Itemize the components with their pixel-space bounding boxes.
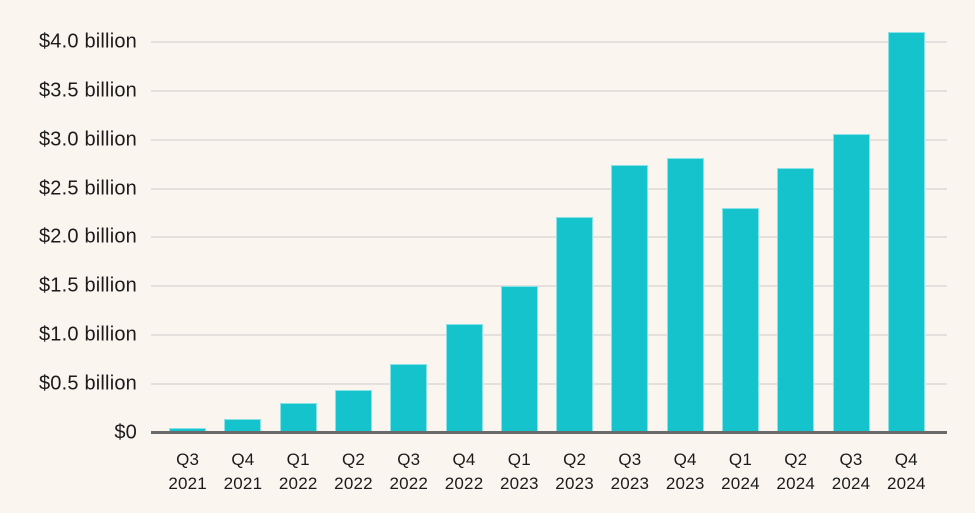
bar-q3-2024 (832, 134, 870, 432)
quarter-line: Q3 (176, 450, 200, 469)
bar-q2-2024 (777, 168, 815, 432)
bar-slot (326, 0, 381, 432)
year-line: 2022 (444, 474, 484, 493)
year-line: 2021 (168, 474, 207, 493)
y-axis-tick-label: $3.0 billion (38, 128, 137, 151)
bar-slot (436, 0, 491, 432)
y-axis-tick-label: $0 (114, 421, 137, 443)
bar-q1-2022 (279, 403, 317, 432)
year-line: 2023 (500, 474, 539, 493)
quarter-line: Q2 (563, 450, 587, 469)
bar-slot (658, 0, 713, 432)
gridline-2.0 (151, 236, 947, 239)
y-axis-tick-label: $2.0 billion (38, 225, 137, 248)
bar-q1-2024 (721, 208, 759, 432)
bar-slot (381, 0, 436, 432)
bar-q3-2023 (611, 165, 649, 432)
quarter-line: Q2 (341, 450, 366, 469)
bar-slot (215, 0, 270, 432)
bar-q4-2024 (887, 32, 925, 432)
bar-q4-2023 (666, 158, 704, 432)
y-axis-tick-label: $2.5 billion (38, 177, 137, 199)
bar-slot (768, 0, 823, 432)
bar-q4-2021 (224, 419, 262, 432)
bar-slot (823, 0, 878, 432)
x-axis-label-q4-2023: Q4 2023 (658, 448, 713, 496)
bar-slot (713, 0, 768, 432)
year-line: 2024 (831, 474, 871, 493)
x-axis-label-q4-2024: Q4 2024 (879, 448, 934, 496)
quarter-line: Q1 (286, 450, 310, 469)
year-line: 2023 (665, 474, 705, 493)
y-axis-tick-label: $1.0 billion (38, 323, 137, 346)
year-line: 2022 (389, 474, 429, 493)
quarter-line: Q4 (452, 450, 476, 469)
quarter-line: Q3 (397, 450, 421, 469)
x-axis-label-q3-2021: Q3 2021 (160, 448, 215, 496)
year-line: 2023 (555, 474, 594, 493)
bar-q3-2021 (169, 428, 207, 432)
year-line: 2021 (223, 474, 263, 493)
bar-q2-2022 (334, 390, 372, 432)
year-line: 2022 (334, 474, 373, 493)
x-axis-label-q2-2023: Q2 2023 (547, 448, 602, 496)
x-axis-label-q3-2023: Q3 2023 (602, 448, 657, 496)
bars-layer (160, 0, 934, 432)
year-line: 2024 (776, 474, 816, 493)
bar-slot (879, 0, 934, 432)
quarter-line: Q2 (784, 450, 808, 469)
quarter-line: Q3 (618, 450, 642, 469)
bar-slot (160, 0, 215, 432)
bar-q3-2022 (390, 364, 428, 432)
bar-slot (547, 0, 602, 432)
quarter-line: Q1 (728, 450, 752, 469)
x-axis-label-q1-2024: Q1 2024 (713, 448, 768, 496)
x-axis-label-q3-2022: Q3 2022 (381, 448, 436, 496)
quarter-line: Q4 (231, 450, 255, 469)
x-axis-label-q1-2023: Q1 2023 (492, 448, 547, 496)
gridline-3.0 (151, 138, 947, 141)
year-line: 2022 (278, 474, 318, 493)
x-axis-label-q4-2022: Q4 2022 (436, 448, 491, 496)
quarter-line: Q1 (507, 450, 531, 469)
bar-slot (492, 0, 547, 432)
y-axis-tick-label: $4.0 billion (38, 30, 137, 53)
bar-slot (271, 0, 326, 432)
y-axis-tick-label: $1.5 billion (38, 274, 137, 297)
year-line: 2024 (886, 474, 926, 493)
y-axis-tick-label: $0.5 billion (38, 372, 137, 395)
year-line: 2024 (721, 474, 760, 493)
x-axis-label-q1-2022: Q1 2022 (271, 448, 326, 496)
gridline-0.5 (151, 382, 947, 385)
x-axis-label-q2-2024: Q2 2024 (768, 448, 823, 496)
x-axis-label-q3-2024: Q3 2024 (823, 448, 878, 496)
x-axis-label-q2-2022: Q2 2022 (326, 448, 381, 496)
gridline-1.5 (151, 285, 947, 288)
bar-q2-2023 (556, 217, 594, 432)
gridline-1.0 (151, 333, 947, 336)
year-line: 2023 (610, 474, 650, 493)
x-axis-line (151, 431, 947, 434)
quarter-line: Q4 (894, 450, 918, 469)
gridline-2.5 (151, 187, 947, 190)
y-axis-tick-label: $3.5 billion (38, 79, 137, 102)
quarter-line: Q3 (839, 450, 863, 469)
bar-q1-2023 (500, 286, 538, 432)
gridline-4.0 (151, 41, 947, 44)
x-axis-label-q4-2021: Q4 2021 (215, 448, 270, 496)
quarter-line: Q4 (673, 450, 697, 469)
x-axis-labels: Q3 2021 Q4 2021 Q1 2022 Q2 2022 Q3 2022 Q4 2022 Q1 20… (160, 448, 934, 496)
gridline-3.5 (151, 89, 947, 92)
bar-q4-2022 (445, 324, 483, 432)
bar-slot (602, 0, 657, 432)
